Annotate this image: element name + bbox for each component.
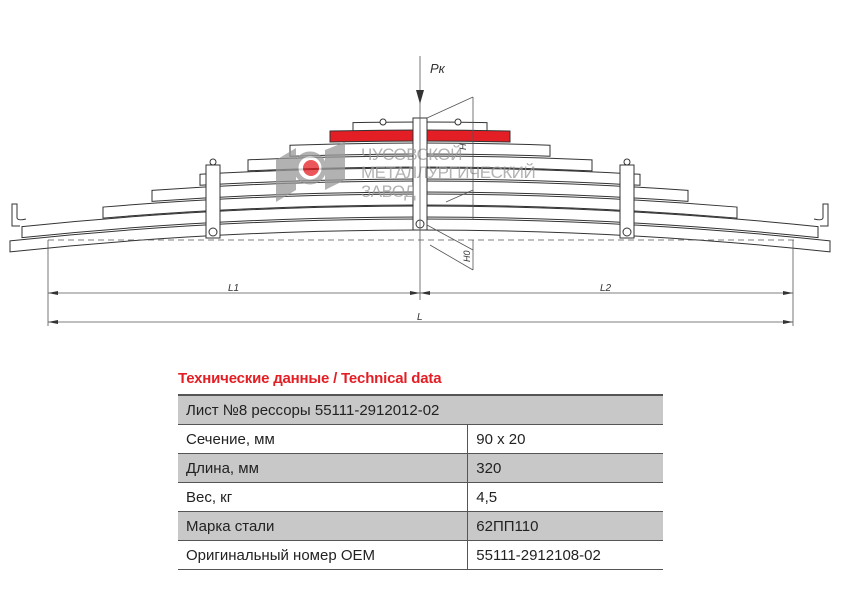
arrowhead-icon [783,291,793,295]
row-value: 320 [467,453,663,483]
row-value: 90 x 20 [467,424,663,454]
arrowhead-icon [783,320,793,324]
spring-leaf [21,205,819,239]
l1-label: L1 [228,283,239,294]
leaf-spring-drawing: ЧУСОВСКОЙ МЕТАЛЛУРГИЧЕСКИЙ ЗАВОД Pк L1 L… [9,56,831,326]
row-label: Вес, кг [178,482,468,512]
arrowhead-icon [48,320,58,324]
left-clamp-bolt [208,227,218,237]
dim-h0-ext2 [429,244,474,271]
l2-label: L2 [600,283,612,294]
dim-h-ext-top [426,96,474,119]
technical-data-table: Лист №8 рессоры 55111-2912012-02 Сечение… [178,394,663,570]
arrowhead-icon [420,291,430,295]
table-header-row: Лист №8 рессоры 55111-2912012-02 [178,394,663,425]
logo-line-2: МЕТАЛЛУРГИЧЕСКИЙ [361,163,535,182]
technical-data-title: Технические данные / Technical data [178,370,442,387]
table-row: Вес, кг 4,5 [178,482,663,512]
table-row: Сечение, мм 90 x 20 [178,424,663,454]
load-label: Pк [430,61,446,76]
row-value: 4,5 [467,482,663,512]
top-rivet-left [379,118,387,126]
right-clamp-bolt [622,227,632,237]
arrowhead-icon [48,291,58,295]
logo-line-3: ЗАВОД [361,182,416,201]
table-header: Лист №8 рессоры 55111-2912012-02 [178,394,663,425]
left-clamp [205,164,221,239]
l-label: L [417,312,423,323]
table-row: Оригинальный номер OEM 55111-2912108-02 [178,540,663,570]
row-value: 62ПП110 [467,511,663,541]
leaf-hook [11,203,27,227]
table-row: Марка стали 62ПП110 [178,511,663,541]
arrowhead-icon [410,291,420,295]
row-label: Длина, мм [178,453,468,483]
dim-h0-ext [426,224,474,251]
table-row: Длина, мм 320 [178,453,663,483]
h0-label: H0 [462,250,472,262]
load-arrow-icon [416,90,424,104]
logo-watermark: ЧУСОВСКОЙ МЕТАЛЛУРГИЧЕСКИЙ ЗАВОД [276,142,536,202]
logo-line-1: ЧУСОВСКОЙ [361,145,462,164]
left-clamp-nut [209,158,217,166]
h-label: H [458,143,468,150]
row-value: 55111-2912108-02 [467,540,663,570]
dim-h-ext-bottom [445,189,474,203]
right-clamp-nut [623,158,631,166]
spring-leaf [102,193,738,219]
top-rivet-right [454,118,462,126]
leaf-hook [813,203,829,227]
row-label: Сечение, мм [178,424,468,454]
row-label: Оригинальный номер OEM [178,540,468,570]
right-clamp [619,164,635,239]
row-label: Марка стали [178,511,468,541]
